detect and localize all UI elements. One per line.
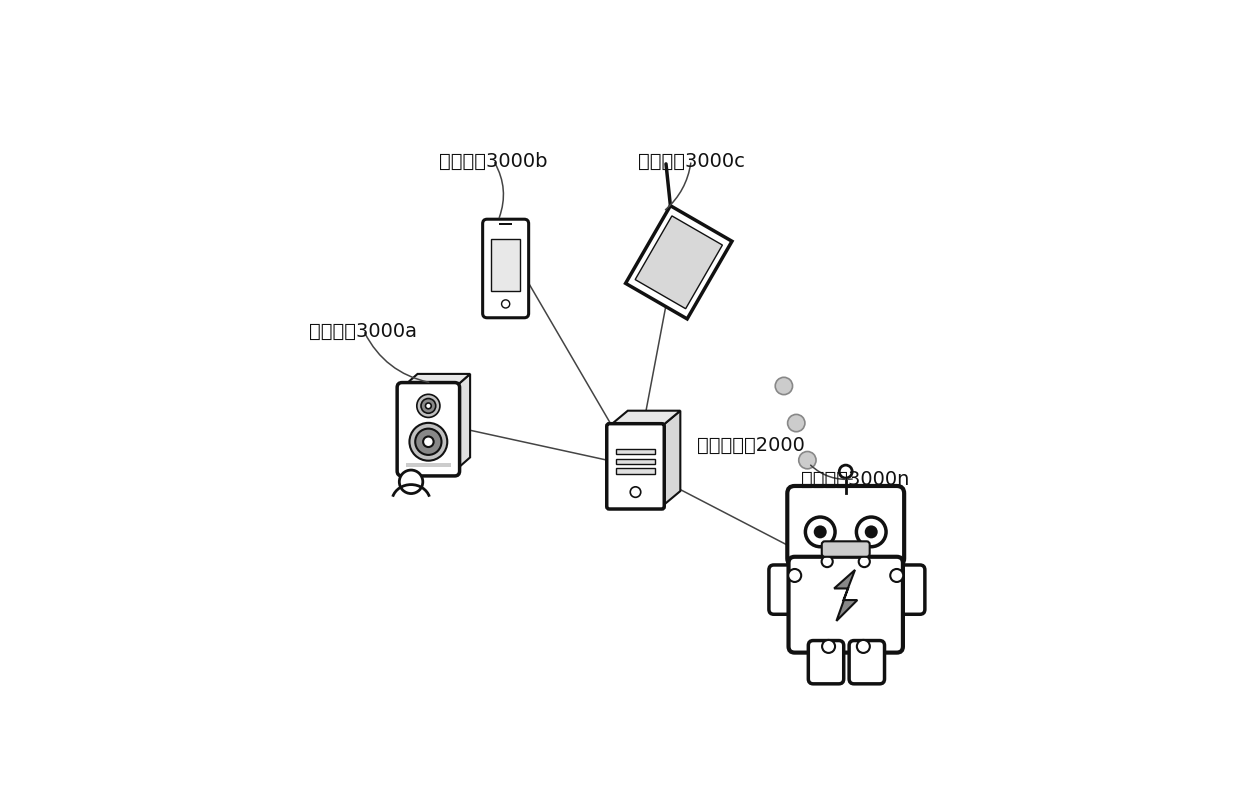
Polygon shape — [402, 375, 470, 388]
Bar — [405, 464, 451, 468]
FancyBboxPatch shape — [789, 557, 903, 653]
Circle shape — [415, 429, 441, 456]
Circle shape — [775, 378, 792, 395]
Polygon shape — [662, 411, 681, 507]
Bar — [615, 449, 656, 455]
Circle shape — [857, 517, 887, 547]
FancyBboxPatch shape — [822, 541, 869, 557]
Polygon shape — [835, 570, 857, 621]
Polygon shape — [609, 411, 681, 427]
Circle shape — [839, 465, 852, 479]
Circle shape — [501, 301, 510, 309]
Polygon shape — [455, 375, 470, 472]
Polygon shape — [625, 206, 732, 319]
Circle shape — [422, 399, 435, 414]
FancyBboxPatch shape — [769, 565, 802, 614]
Text: 应用服务器2000: 应用服务器2000 — [697, 435, 805, 455]
Text: 用户终端3000n: 用户终端3000n — [801, 470, 909, 488]
Circle shape — [822, 640, 835, 653]
FancyBboxPatch shape — [849, 641, 884, 684]
FancyBboxPatch shape — [808, 641, 843, 684]
Circle shape — [423, 437, 434, 448]
Circle shape — [799, 452, 816, 469]
Bar — [498, 224, 512, 226]
Circle shape — [806, 517, 835, 547]
Bar — [615, 459, 656, 464]
Circle shape — [789, 569, 801, 582]
Circle shape — [813, 526, 827, 539]
Circle shape — [417, 395, 440, 418]
Circle shape — [399, 471, 423, 494]
Text: 用户终端3000c: 用户终端3000c — [637, 152, 744, 171]
Polygon shape — [635, 217, 723, 310]
Circle shape — [859, 557, 869, 568]
Circle shape — [890, 569, 903, 582]
Circle shape — [822, 557, 833, 568]
FancyBboxPatch shape — [482, 220, 528, 318]
FancyBboxPatch shape — [787, 486, 904, 566]
Circle shape — [864, 526, 878, 539]
FancyBboxPatch shape — [606, 424, 665, 509]
Circle shape — [425, 403, 432, 409]
FancyBboxPatch shape — [892, 565, 925, 614]
Bar — [491, 240, 520, 292]
Text: 用户终端3000a: 用户终端3000a — [310, 322, 418, 340]
Circle shape — [630, 487, 641, 498]
Text: 用户终端3000b: 用户终端3000b — [439, 152, 548, 171]
FancyBboxPatch shape — [397, 383, 460, 476]
Circle shape — [857, 640, 869, 653]
Bar — [615, 469, 656, 474]
Circle shape — [409, 423, 448, 461]
Circle shape — [787, 415, 805, 432]
